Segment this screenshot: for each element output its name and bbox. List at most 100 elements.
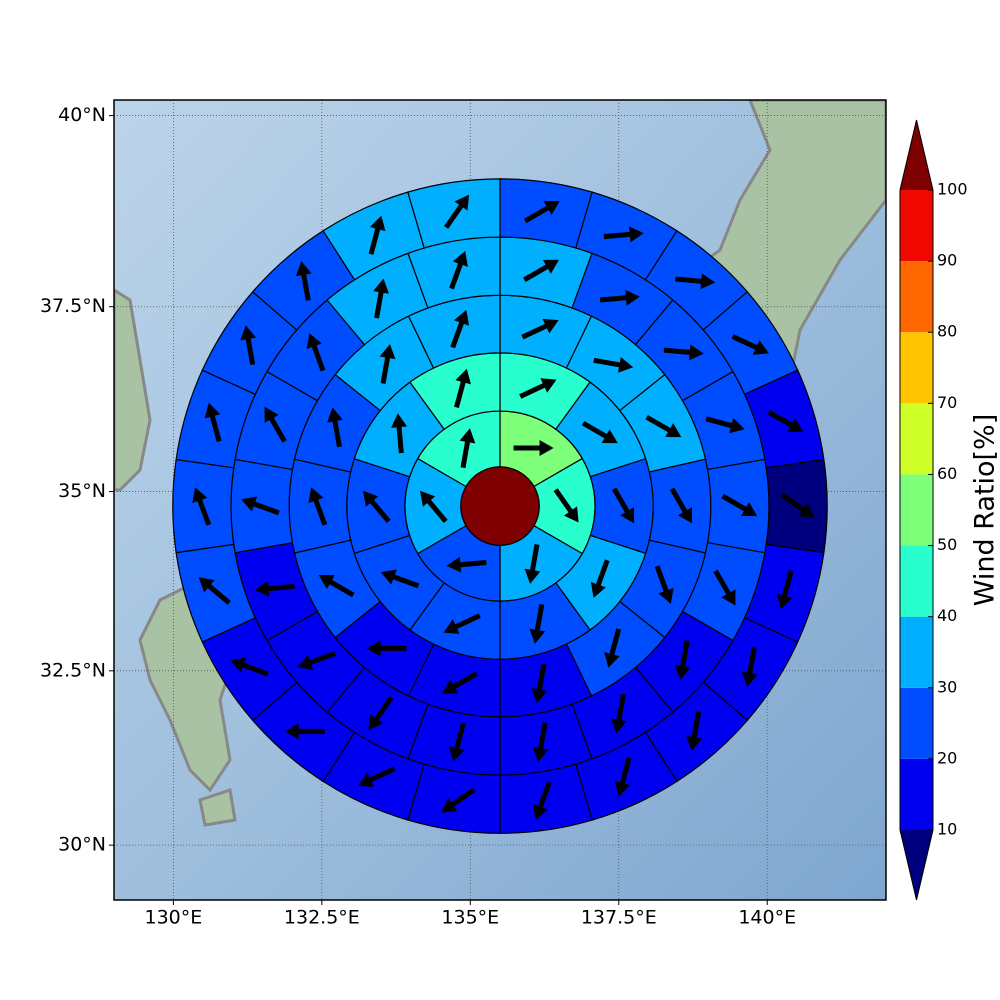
wind-arrow xyxy=(523,259,559,282)
korea xyxy=(114,288,152,492)
colorbar-tick-label: 60 xyxy=(937,464,957,483)
wind-arrow xyxy=(454,368,471,409)
colorbar-bin xyxy=(900,403,933,475)
wind-arrow xyxy=(519,378,557,399)
wind-arrow xyxy=(531,663,548,704)
wind-arrow xyxy=(524,544,541,584)
wind-arrow xyxy=(663,344,704,361)
wind-arrow xyxy=(450,309,470,349)
colorbar-under xyxy=(900,830,933,900)
colorbar-label: Wind Ratio[%] xyxy=(970,414,1000,606)
wind-arrow xyxy=(674,640,691,680)
wind-arrow xyxy=(523,201,560,224)
wind-arrow xyxy=(459,428,476,469)
colorbar-over xyxy=(900,120,933,190)
wind-arrow xyxy=(581,420,618,444)
wind-arrow xyxy=(675,273,716,290)
wind-arrow xyxy=(240,325,257,366)
wind-arrow xyxy=(198,577,231,605)
x-tick-label: 132.5°E xyxy=(284,907,360,929)
wind-arrow xyxy=(593,356,634,373)
wind-arrow xyxy=(295,261,312,301)
wind-arrow xyxy=(645,414,682,438)
y-tick-label: 32.5°N xyxy=(40,659,106,681)
wind-arrow xyxy=(604,628,622,668)
axis-ticks: 130°E 132.5°E 135°E 137.5°E 140°E 30°N 32.5°N 3… xyxy=(40,104,796,928)
x-tick-label: 140°E xyxy=(738,907,796,929)
wind-arrow xyxy=(230,657,269,677)
island xyxy=(198,788,237,827)
colorbar-bin xyxy=(900,545,933,617)
wind-arrow xyxy=(373,278,389,319)
colorbar-tick-label: 90 xyxy=(937,251,957,270)
colorbar-bin xyxy=(900,758,933,830)
wind-arrow xyxy=(254,580,295,597)
y-tick-label: 40°N xyxy=(58,104,106,126)
colorbar-tick-label: 50 xyxy=(937,535,957,554)
colorbar-bin xyxy=(900,261,933,333)
wind-arrow xyxy=(776,570,794,610)
center-marker xyxy=(460,466,540,546)
wind-arrow xyxy=(721,493,758,517)
wind-arrow xyxy=(449,251,468,290)
wind-arrow xyxy=(241,496,280,516)
wind-arrow xyxy=(308,487,328,526)
wind-arrow xyxy=(449,722,466,762)
wind-arrow xyxy=(713,569,736,606)
wind-arrow xyxy=(442,671,479,694)
wind-arrow xyxy=(780,492,815,518)
wind-arrow xyxy=(318,575,355,598)
wind-arrow xyxy=(264,406,287,443)
wind-arrow xyxy=(391,413,408,454)
wind-arrow xyxy=(686,711,703,752)
wind-arrow xyxy=(532,722,549,763)
colorbar-bin xyxy=(900,687,933,759)
wind-arrow xyxy=(444,194,470,229)
wind-arrow xyxy=(521,318,559,340)
wind-arrow xyxy=(741,647,758,687)
grid-cell xyxy=(499,763,593,834)
wind-arrow xyxy=(363,490,391,524)
wind-arrow xyxy=(327,407,343,448)
wind-arrow xyxy=(553,488,579,523)
wind-arrow xyxy=(306,333,326,372)
wind-arrow xyxy=(358,766,396,788)
wind-arrow xyxy=(599,289,640,306)
wind-arrow xyxy=(379,344,396,384)
wind-arrow xyxy=(420,490,448,524)
wind-arrow xyxy=(532,781,552,820)
wind-arrow xyxy=(284,723,325,740)
colorbar-tick-label: 30 xyxy=(937,677,957,696)
wind-arrow xyxy=(669,487,693,524)
wind-arrow xyxy=(443,613,481,634)
wind-arrow xyxy=(204,402,222,443)
colorbar-tick-label: 100 xyxy=(937,180,968,199)
wind-arrow xyxy=(380,569,420,589)
x-tick-label: 130°E xyxy=(144,907,202,929)
wind-arrow xyxy=(446,556,487,573)
colorbar-bin xyxy=(900,190,933,262)
wind-arrow xyxy=(705,416,745,434)
wind-arrow xyxy=(366,640,407,657)
wind-arrow xyxy=(654,565,674,604)
wind-arrow xyxy=(767,409,804,433)
wind-arrow xyxy=(614,757,632,797)
wind-arrow xyxy=(297,651,336,670)
wind-arrow xyxy=(368,696,394,731)
y-tick-label: 37.5°N xyxy=(40,295,106,317)
wind-arrow xyxy=(192,487,212,526)
map-frame xyxy=(113,99,887,901)
y-tick-label: 35°N xyxy=(58,480,106,502)
colorbar-tick-label: 20 xyxy=(937,748,957,767)
colorbar-bin xyxy=(900,474,933,546)
y-tick-label: 30°N xyxy=(58,834,106,856)
wind-arrow xyxy=(611,693,627,734)
wind-arrows xyxy=(192,194,815,820)
wind-arrow xyxy=(603,226,644,243)
wind-arrow xyxy=(368,215,386,255)
polar-grid xyxy=(172,178,828,834)
wind-arrow xyxy=(513,439,554,456)
colorbar-bin xyxy=(900,332,933,404)
wind-arrow xyxy=(590,559,610,598)
